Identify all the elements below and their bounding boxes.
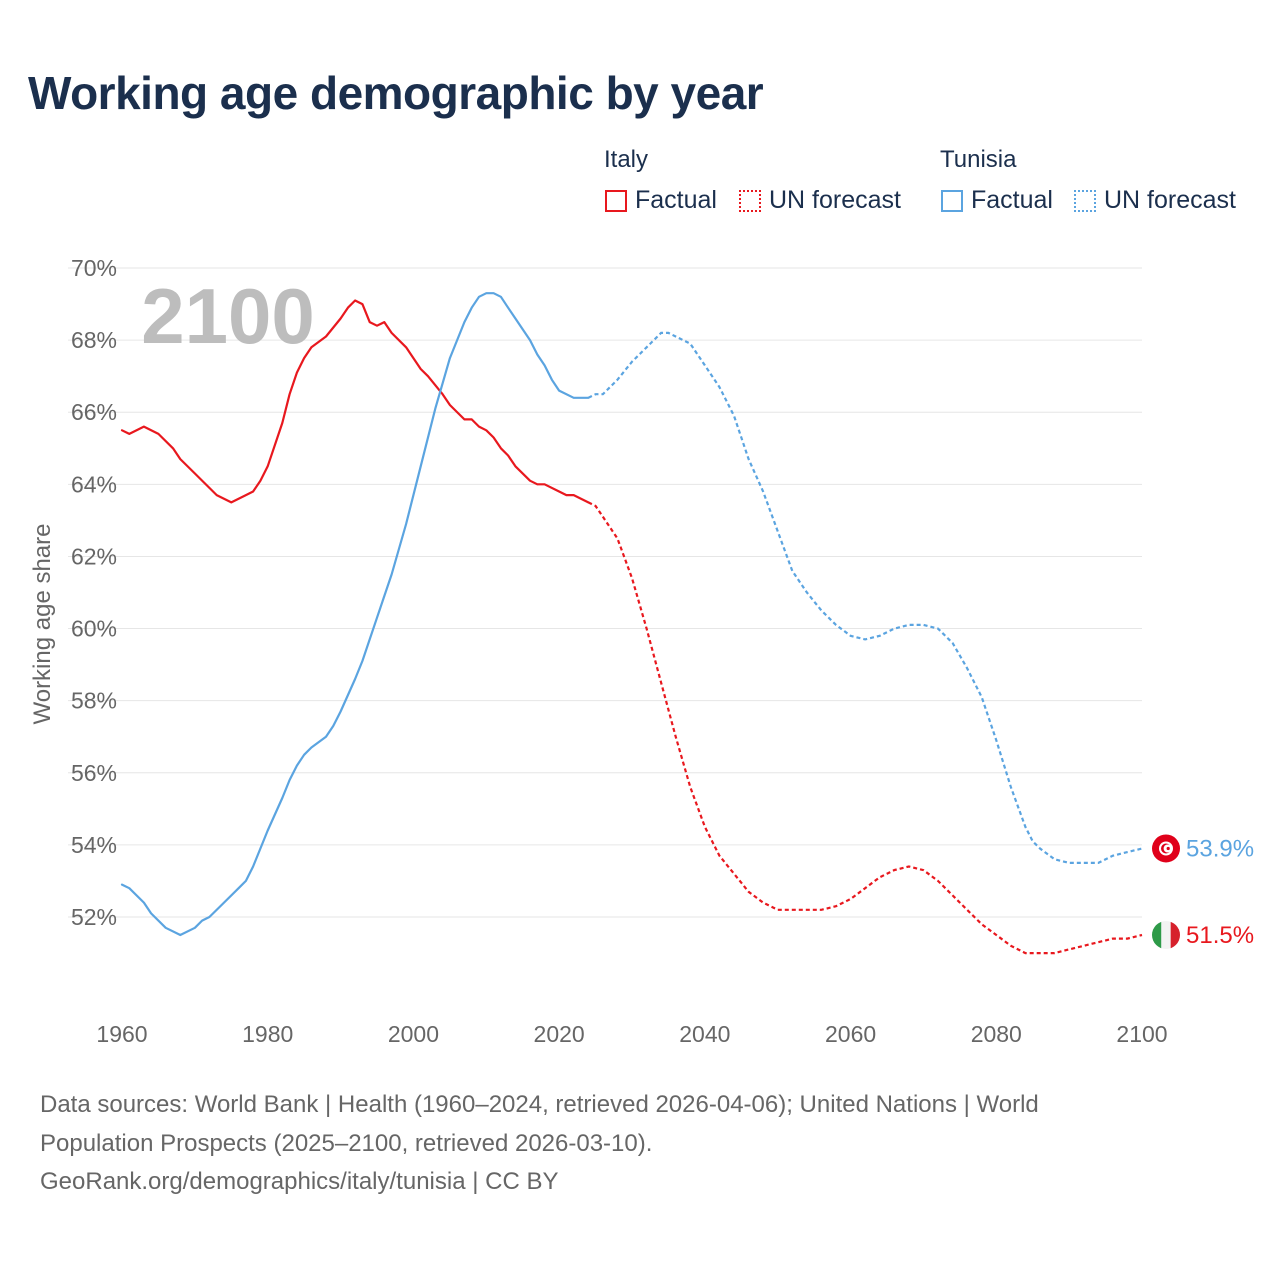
tunisia-flag-icon	[1152, 834, 1180, 863]
x-tick-label: 2100	[1116, 1021, 1167, 1047]
legend-tunisia-forecast-label: UN forecast	[1104, 186, 1236, 214]
x-tick-label: 1980	[242, 1021, 293, 1047]
y-tick-label: 58%	[71, 688, 117, 714]
footer-source-line-1: Data sources: World Bank | Health (1960–…	[40, 1091, 1039, 1118]
legend-tunisia-factual-swatch	[941, 189, 963, 212]
tunisia-forecast-line[interactable]	[587, 331, 1143, 864]
legend-group-tunisia: Tunisia	[940, 146, 1017, 173]
legend-italy-factual[interactable]: Factual	[605, 186, 717, 215]
x-tick-label: 1960	[96, 1021, 147, 1047]
italy-forecast-line[interactable]	[587, 501, 1143, 955]
x-tick-label: 2020	[534, 1021, 585, 1047]
legend-tunisia-forecast-swatch	[1074, 189, 1096, 212]
y-axis-label: Working age share	[29, 524, 56, 725]
y-tick-label: 60%	[71, 616, 117, 642]
y-tick-label: 62%	[71, 543, 117, 569]
line-chart: Working age share 2100 52% 54% 56% 58% 60% 62…	[29, 255, 1254, 1047]
footer-source-line-2: Population Prospects (2025–2100, retriev…	[40, 1129, 653, 1157]
legend-italy-forecast-label: UN forecast	[769, 186, 901, 214]
italy-end-value-label: 51.5%	[1186, 922, 1254, 949]
footer-credit[interactable]: GeoRank.org/demographics/italy/tunisia |…	[40, 1168, 559, 1195]
tunisia-end-value-label: 53.9%	[1186, 835, 1254, 862]
y-tick-label: 66%	[71, 399, 117, 425]
legend-italy-factual-swatch	[605, 189, 627, 212]
italy-flag-icon	[1152, 921, 1180, 950]
legend-group-italy: Italy	[604, 146, 649, 173]
legend-italy-forecast[interactable]: UN forecast	[739, 186, 901, 215]
legend-tunisia-forecast[interactable]: UN forecast	[1074, 186, 1236, 215]
year-watermark: 2100	[141, 272, 315, 360]
footer: Data sources: World Bank | Health (1960–…	[40, 1086, 1220, 1202]
y-tick-label: 56%	[71, 760, 117, 786]
legend-italy-factual-label: Factual	[635, 186, 717, 214]
y-tick-label: 54%	[71, 832, 117, 858]
tunisia-factual-line[interactable]	[120, 292, 590, 937]
x-tick-label: 2060	[825, 1021, 876, 1047]
y-tick-label: 64%	[71, 471, 117, 497]
italy-factual-line[interactable]	[120, 299, 590, 504]
x-tick-label: 2040	[679, 1021, 730, 1047]
legend-tunisia-factual-label: Factual	[971, 186, 1053, 214]
legend-tunisia-factual[interactable]: Factual	[941, 186, 1053, 215]
x-tick-label: 2080	[971, 1021, 1022, 1047]
legend-italy-forecast-swatch	[739, 189, 761, 212]
chart-title: Working age demographic by year	[28, 67, 764, 119]
y-tick-label: 68%	[71, 327, 117, 353]
y-tick-label: 52%	[71, 904, 117, 930]
y-tick-label: 70%	[71, 255, 117, 281]
x-tick-label: 2000	[388, 1021, 439, 1047]
